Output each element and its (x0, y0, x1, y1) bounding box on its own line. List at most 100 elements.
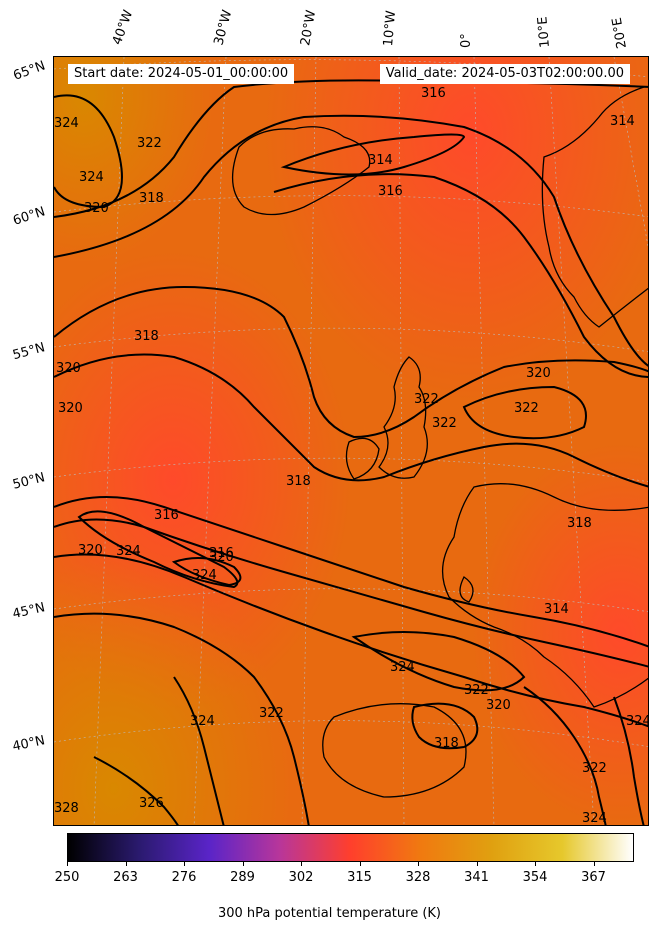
lat-label-50n: 50°N (11, 470, 47, 493)
contour-label: 324 (190, 714, 215, 729)
contour-label: 322 (414, 392, 439, 407)
colorbar-tick-label: 263 (113, 870, 138, 885)
colorbar-tick-label: 354 (522, 870, 548, 885)
contour-label: 316 (421, 86, 446, 101)
lat-label-65n: 65°N (11, 58, 48, 84)
iceland-coast (231, 126, 371, 216)
contour-label: 320 (84, 201, 109, 216)
colorbar-tickmark (125, 862, 127, 866)
contour-label: 318 (134, 329, 159, 344)
contour-label: 324 (116, 544, 141, 559)
ireland-coast (345, 437, 380, 480)
contour-314-iceland (280, 133, 466, 176)
lon-label-20w: 20°W (298, 9, 320, 48)
contour-326-south (93, 756, 179, 825)
contour-324-closed-south (351, 631, 526, 692)
contour-318-bend (54, 353, 648, 488)
contour-label: 322 (582, 761, 607, 776)
contour-324-south (173, 676, 225, 825)
colorbar-tickmark (359, 862, 361, 866)
colorbar-tick-label: 276 (171, 870, 197, 885)
colorbar-tick-label: 302 (288, 870, 314, 885)
contour-label: 318 (434, 736, 459, 751)
colorbar-tick-label: 367 (581, 870, 606, 885)
lon-label-30w: 30°W (211, 8, 236, 47)
contour-label: 324 (390, 660, 415, 675)
contour-label: 324 (54, 116, 79, 131)
valid-date-box: Valid_date: 2024-05-03T02:00:00.00 (379, 64, 630, 84)
contour-label: 324 (582, 811, 607, 826)
contour-318-north (54, 114, 648, 367)
contour-318-mid (54, 285, 648, 439)
contour-label: 318 (139, 191, 164, 206)
contour-label: 318 (286, 474, 311, 489)
contour-label: 322 (137, 136, 162, 151)
contour-label: 316 (378, 184, 403, 199)
contour-label: 324 (79, 170, 104, 185)
lat-label-45n: 45°N (11, 600, 47, 623)
contour-324-small (171, 557, 242, 587)
lon-label-20e: 20°E (609, 16, 630, 50)
map-canvas[interactable]: 316 314 316 322 324 320 318 324 318 320 … (54, 57, 649, 826)
lon-label-10w: 10°W (381, 9, 400, 47)
contour-label: 320 (78, 543, 103, 558)
contour-labels: 316 314 316 322 324 320 318 324 318 320 … (54, 86, 649, 826)
graticule (54, 57, 648, 825)
colorbar-tick-label: 315 (347, 870, 372, 885)
contour-label: 320 (486, 698, 511, 713)
contour-316-jet (54, 496, 648, 648)
continental-europe-coast (441, 483, 648, 708)
start-date-text: Start date: 2024-05-01_00:00:00 (74, 66, 289, 81)
contour-324-closed (77, 510, 239, 589)
contour-316-north (273, 173, 648, 378)
map-panel[interactable]: 316 314 316 322 324 320 318 324 318 320 … (53, 56, 649, 826)
lon-label-0: 0° (459, 33, 474, 48)
britain-coast (378, 356, 428, 479)
contour-label: 320 (209, 550, 234, 565)
lon-label-10e: 10°E (535, 15, 553, 49)
contour-label: 324 (192, 568, 217, 583)
colorbar-tickmark (418, 862, 419, 866)
contour-318-closed-south (411, 702, 479, 750)
colorbar-tickmark (535, 862, 536, 866)
small-island (459, 576, 474, 603)
contour-label: 316 (209, 546, 234, 561)
colorbar-tick-label: 328 (405, 870, 431, 885)
colorbar-label: 300 hPa potential temperature (K) (217, 906, 441, 921)
lon-label-40w: 40°W (109, 8, 137, 47)
colorbar (67, 833, 634, 862)
contour-324-se (613, 696, 645, 825)
lat-label-55n: 55°N (11, 340, 47, 364)
contour-label: 322 (432, 416, 457, 431)
colorbar-tickmark (301, 862, 302, 866)
contour-label: 314 (368, 153, 393, 168)
contour-322-closed (462, 385, 587, 440)
contour-label: 322 (259, 706, 284, 721)
contour-label: 314 (610, 114, 635, 129)
contour-label: 322 (514, 401, 539, 416)
valid-date-text: Valid_date: 2024-05-03T02:00:00.00 (385, 66, 624, 81)
contour-label: 320 (56, 361, 81, 376)
lat-label-60n: 60°N (11, 204, 48, 229)
colorbar-tickmark (476, 862, 478, 866)
contour-label: 320 (526, 366, 551, 381)
coastlines (231, 86, 648, 798)
contour-label: 314 (544, 602, 569, 617)
contour-label: 322 (464, 683, 489, 698)
iberia-coast (322, 703, 467, 798)
contour-label: 324 (626, 714, 649, 729)
colorbar-tickmark (184, 862, 185, 866)
colorbar-tickmark (242, 862, 244, 866)
start-date-box: Start date: 2024-05-01_00:00:00 (68, 64, 295, 84)
colorbar-tick-label: 341 (464, 870, 489, 885)
contour-322-south (54, 612, 310, 825)
colorbar-tickmark (67, 862, 68, 866)
contour-label: 328 (54, 801, 79, 816)
lat-label-40n: 40°N (11, 733, 47, 755)
contour-label: 316 (154, 508, 179, 523)
colorbar-tick-label: 289 (230, 870, 255, 885)
contour-324-nw (54, 94, 123, 209)
contour-label: 320 (58, 401, 83, 416)
scandinavia-coast (541, 86, 648, 328)
contour-label: 318 (567, 516, 592, 531)
